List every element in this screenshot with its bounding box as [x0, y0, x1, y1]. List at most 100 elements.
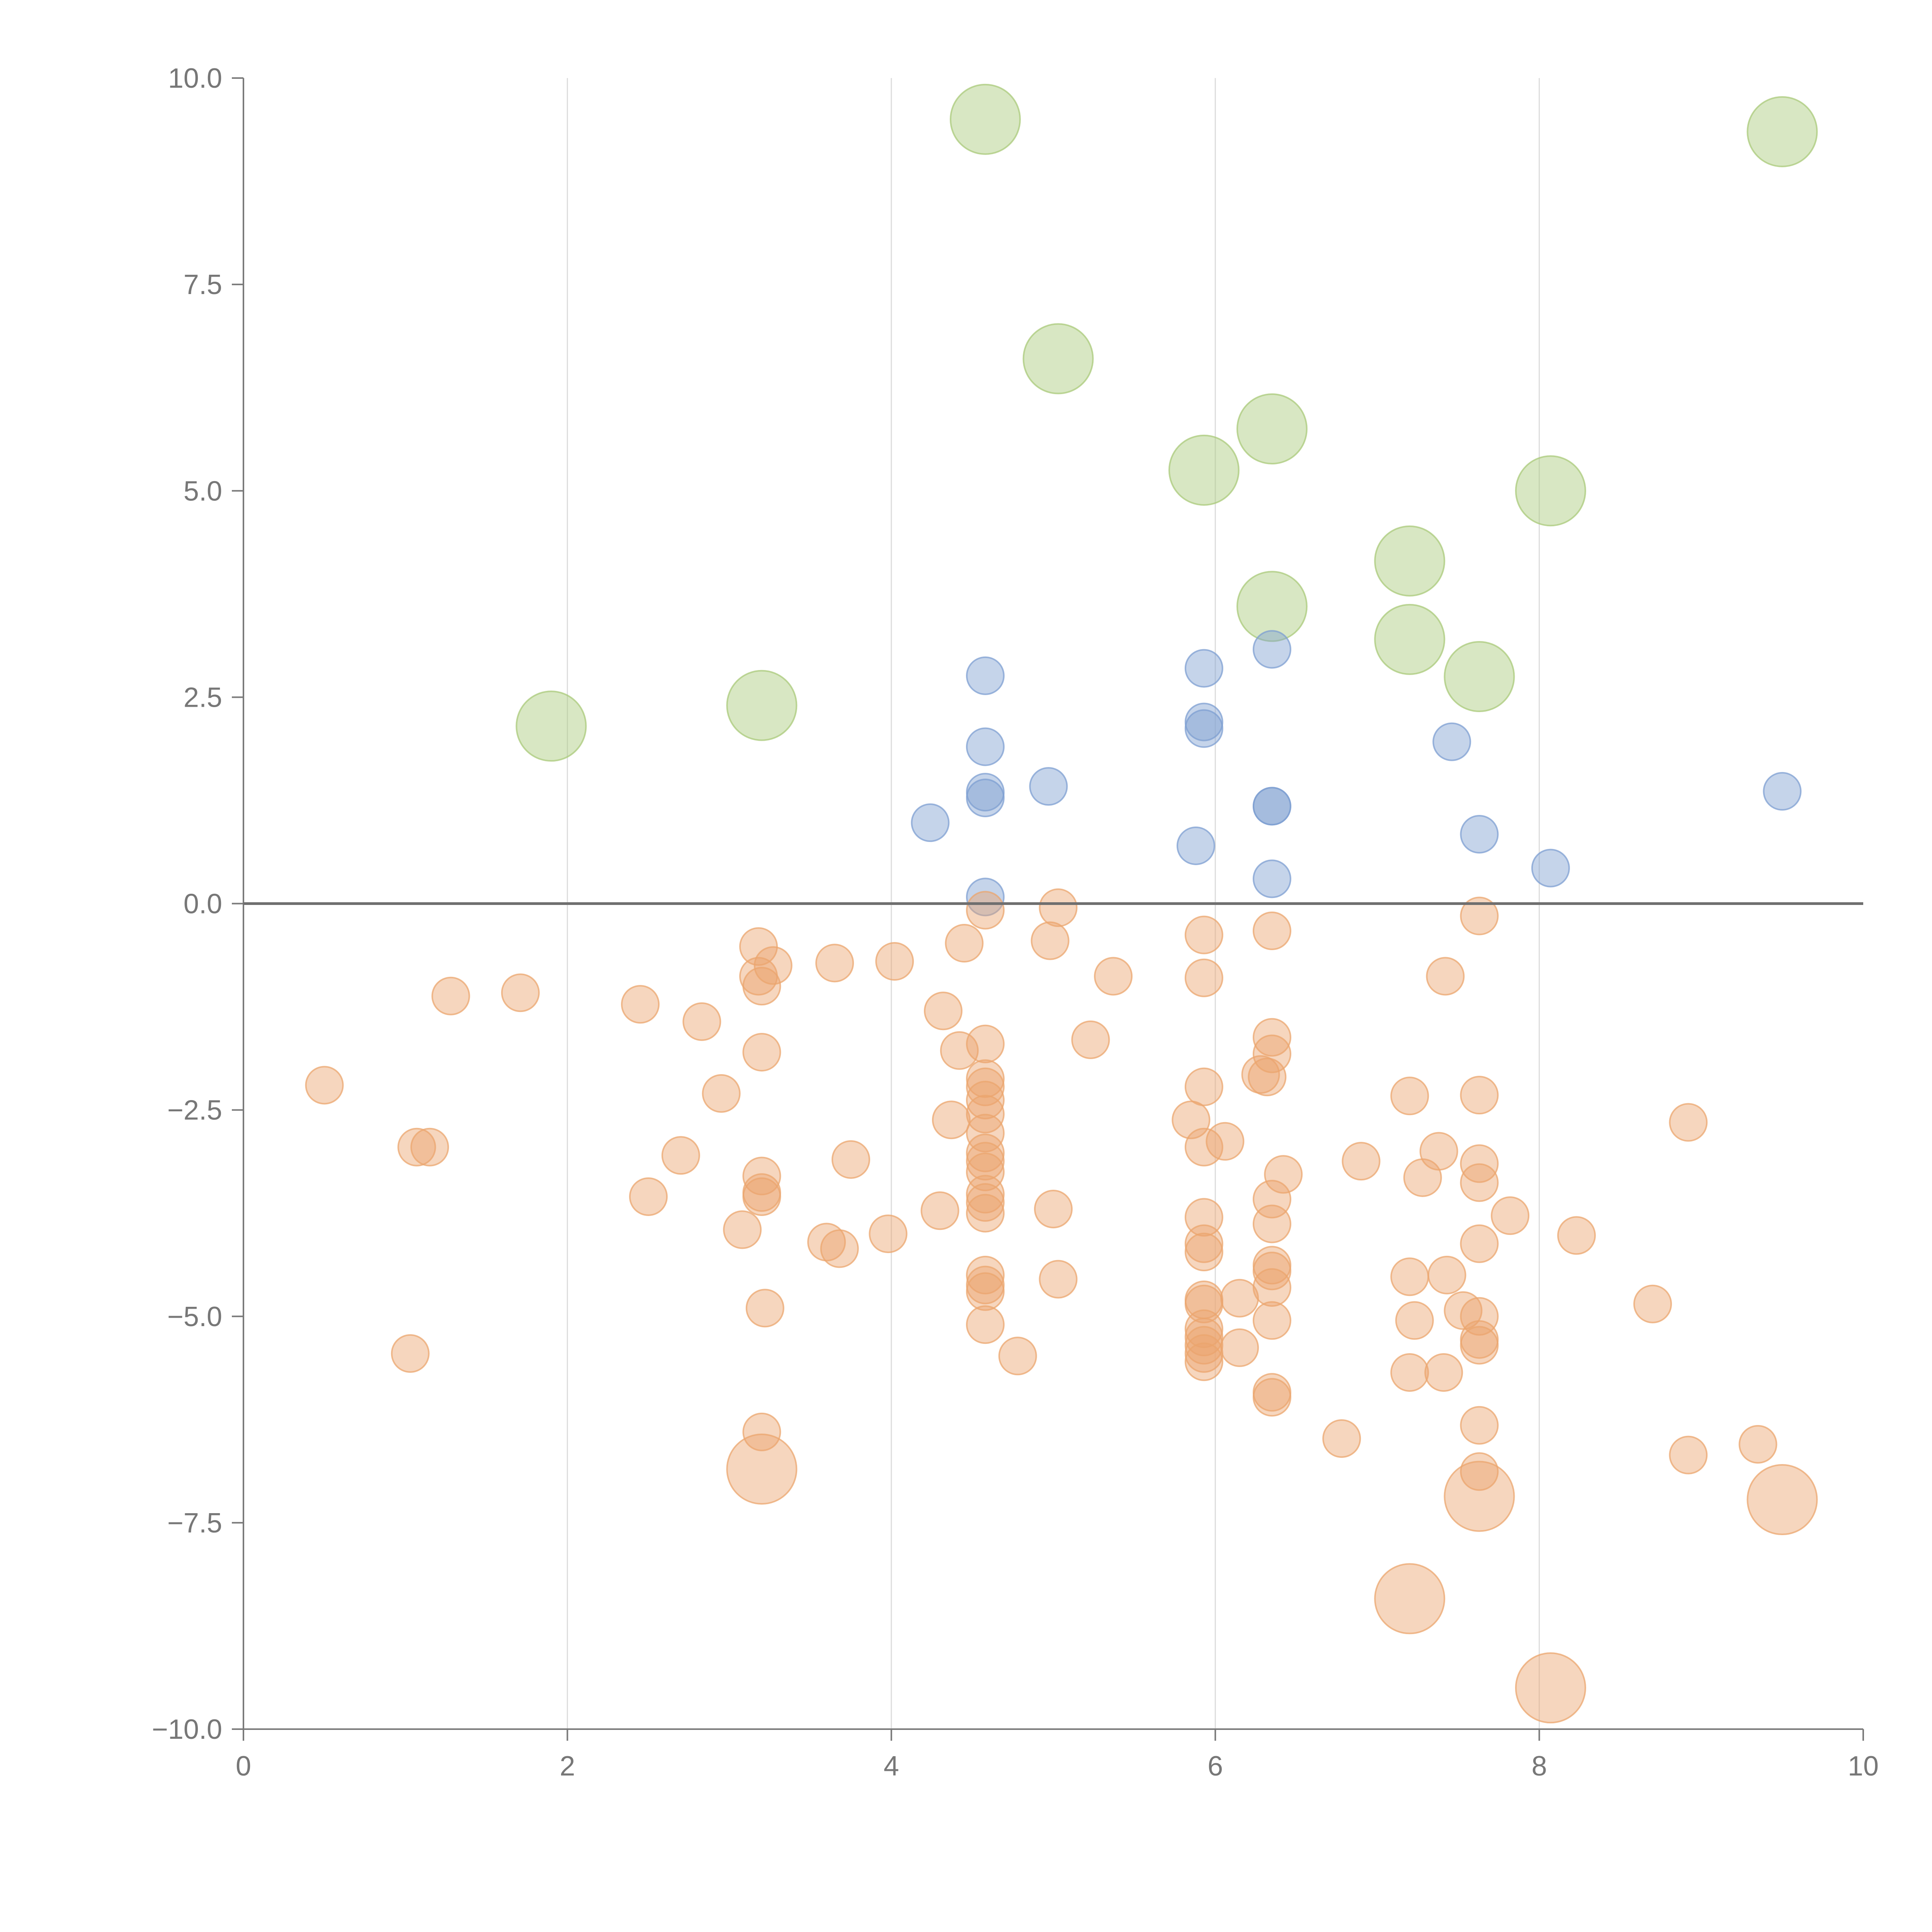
data-point [807, 1223, 846, 1262]
data-point [1184, 1326, 1223, 1365]
data-point [832, 1140, 870, 1179]
data-point [1252, 1378, 1291, 1417]
data-point [1515, 1652, 1586, 1724]
data-point [1022, 323, 1094, 395]
data-point [501, 973, 540, 1012]
data-point [1252, 1204, 1291, 1243]
data-point [945, 924, 984, 963]
data-point [1206, 1122, 1245, 1161]
x-tick-label: 6 [1208, 1751, 1223, 1782]
data-point [1395, 1301, 1434, 1340]
data-point [1252, 787, 1291, 826]
data-point [966, 656, 1005, 695]
series-green [515, 83, 1818, 762]
data-point [966, 1305, 1005, 1344]
data-point [940, 1031, 979, 1070]
data-point [1460, 815, 1499, 854]
data-point [1444, 1461, 1515, 1532]
y-tick-label: −5.0 [167, 1301, 222, 1332]
data-point [1374, 1563, 1446, 1634]
data-point [621, 985, 660, 1024]
data-point [1444, 641, 1515, 712]
data-point [966, 1152, 1005, 1191]
data-point [1220, 1279, 1259, 1318]
data-point [920, 1191, 959, 1230]
y-tick-label: 7.5 [184, 269, 222, 300]
data-point [966, 1024, 1005, 1063]
x-tick-label: 0 [236, 1751, 251, 1782]
data-point [1264, 1155, 1303, 1194]
data-point [1669, 1103, 1708, 1142]
data-point [1390, 1353, 1429, 1392]
data-point [1424, 1353, 1463, 1392]
data-point [1515, 455, 1586, 527]
data-point [966, 1142, 1005, 1181]
data-point [1252, 1252, 1291, 1291]
data-point [911, 803, 950, 842]
data-point [1374, 604, 1446, 675]
data-point [629, 1177, 668, 1216]
data-point [1342, 1142, 1381, 1181]
data-point [1184, 915, 1223, 954]
data-point [1236, 393, 1308, 465]
data-point [1168, 434, 1240, 506]
tick-labels: 10.0 7.5 5.0 2.5 0.0 −2.5 −5.0 −7.5 −10.0 0 2 4 6 8 10 [152, 63, 1879, 1782]
series-blue [911, 630, 1802, 917]
data-point [682, 1002, 721, 1041]
data-point [1460, 1406, 1499, 1445]
data-point [1176, 826, 1215, 865]
data-point [1460, 896, 1499, 935]
data-point [1747, 96, 1818, 167]
data-point [726, 1434, 798, 1505]
data-point [949, 83, 1021, 155]
x-tick-label: 4 [884, 1751, 899, 1782]
data-point [515, 690, 587, 762]
bubble-layer [305, 83, 1818, 1724]
data-point [1747, 1464, 1818, 1536]
data-point [1738, 1425, 1777, 1464]
data-point [1094, 957, 1133, 996]
y-tick-label: 0.0 [184, 889, 222, 920]
data-point [1034, 1190, 1073, 1229]
data-point [1460, 1076, 1499, 1115]
data-point [1426, 957, 1465, 996]
data-point [1252, 912, 1291, 951]
data-point [1460, 1297, 1499, 1336]
data-point [820, 1229, 859, 1268]
data-point [1220, 1328, 1259, 1367]
data-point [1241, 1055, 1280, 1094]
data-point [1184, 1224, 1223, 1263]
data-point [410, 1128, 449, 1167]
x-tick-label: 8 [1532, 1751, 1547, 1782]
data-point [745, 1289, 784, 1328]
data-point [966, 1080, 1005, 1119]
y-tick-label: 5.0 [184, 476, 222, 507]
data-point [1252, 1018, 1291, 1057]
data-point [742, 1412, 781, 1451]
data-point [869, 1214, 908, 1253]
x-tick-label: 2 [560, 1751, 575, 1782]
series-orange-large [726, 1434, 1818, 1724]
data-point [1669, 1435, 1708, 1475]
x-tick-label: 10 [1848, 1751, 1879, 1782]
data-point [1252, 1034, 1291, 1073]
data-point [742, 967, 781, 1006]
data-point [1432, 722, 1471, 761]
data-point [1390, 1077, 1429, 1116]
data-point [815, 944, 854, 983]
data-point [1252, 859, 1291, 898]
data-point [1322, 1419, 1361, 1458]
data-point [1460, 1320, 1499, 1359]
data-point [875, 942, 914, 981]
data-point [742, 1156, 781, 1196]
data-point [1557, 1216, 1596, 1255]
data-point [1460, 1326, 1499, 1365]
y-tick-label: −10.0 [152, 1714, 222, 1745]
data-point [1184, 1342, 1223, 1381]
data-point [966, 1255, 1005, 1294]
data-point [998, 1337, 1037, 1376]
data-point [966, 779, 1005, 818]
data-point [1039, 1260, 1078, 1299]
data-point [1029, 767, 1068, 806]
data-point [1633, 1284, 1672, 1323]
